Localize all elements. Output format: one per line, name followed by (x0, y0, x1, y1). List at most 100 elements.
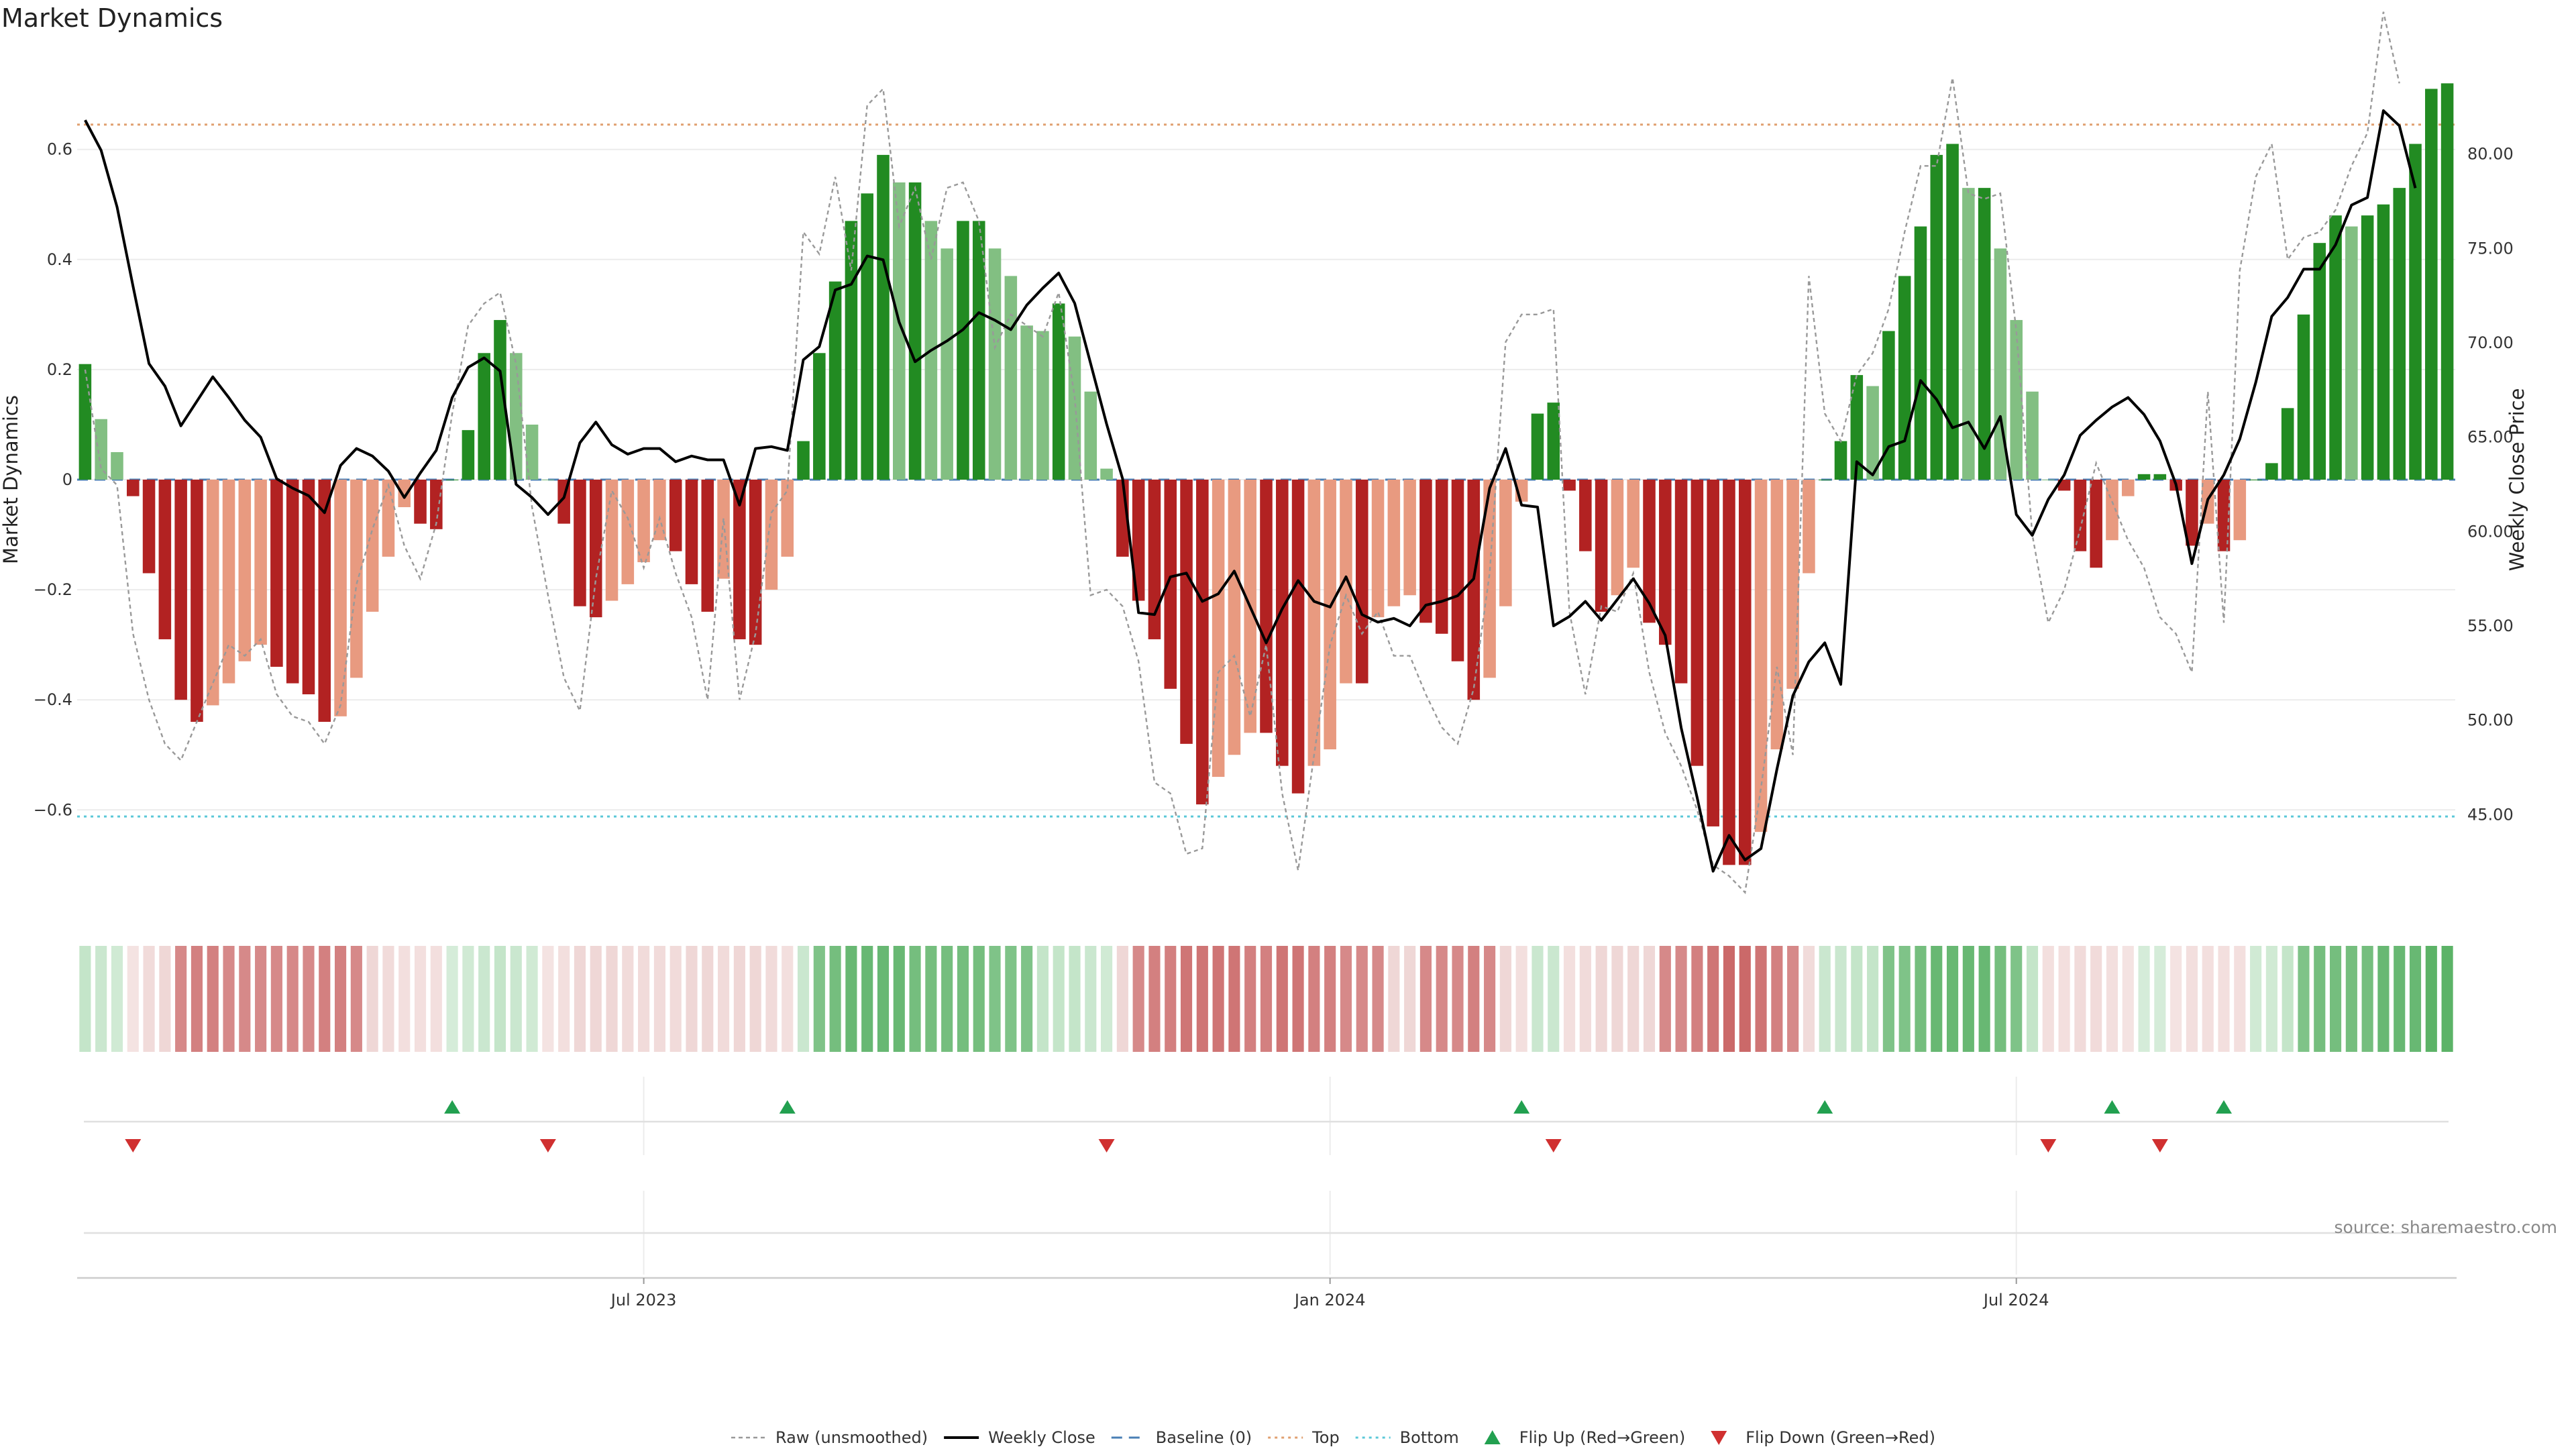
state-cell (175, 946, 187, 1052)
flip-up-marker (2104, 1100, 2121, 1114)
md-bar (781, 480, 794, 557)
md-bar (749, 480, 762, 645)
md-bar (1786, 480, 1799, 689)
state-cell (207, 946, 219, 1052)
md-bar (2329, 215, 2342, 480)
legend-item-top: Top (1268, 1428, 1340, 1447)
state-cell (2298, 946, 2310, 1052)
state-cell (909, 946, 921, 1052)
state-cell (1036, 946, 1049, 1052)
state-cell (1611, 946, 1623, 1052)
state-cell (1787, 946, 1799, 1052)
md-bar (2377, 204, 2390, 480)
state-cell (877, 946, 890, 1052)
state-cell (1419, 946, 1432, 1052)
md-bar (1850, 375, 1864, 480)
state-cell (2058, 946, 2070, 1052)
state-cell (1196, 946, 1208, 1052)
md-bar (797, 441, 810, 480)
legend-label: Flip Down (Green→Red) (1746, 1428, 1935, 1447)
legend-item-raw: Raw (unsmoothed) (731, 1428, 928, 1447)
flip-down-marker (539, 1139, 556, 1152)
md-bar (1291, 480, 1305, 794)
md-bar (1547, 402, 1560, 480)
state-cell (1739, 946, 1751, 1052)
state-cell (335, 946, 347, 1052)
md-bar (111, 451, 123, 480)
y-tick-right: 65.00 (2467, 428, 2514, 447)
axes-layer: 0.6 0.4 0.2 0 −0.2 −0.4 −0.6 80.00 75.00 70.00 65.… (34, 140, 2514, 824)
state-cell (239, 946, 251, 1052)
legend-label: Weekly Close (988, 1428, 1095, 1447)
state-cell (1436, 946, 1448, 1052)
state-cell (542, 946, 554, 1052)
md-bar (462, 430, 475, 480)
md-bar (1052, 303, 1065, 480)
state-cell (1675, 946, 1687, 1052)
flip-up-marker (444, 1100, 461, 1114)
md-bar (1403, 480, 1416, 596)
state-cell (2441, 946, 2453, 1052)
state-cell (430, 946, 442, 1052)
md-bar (861, 193, 873, 480)
state-cell (1132, 946, 1144, 1052)
state-cell (686, 946, 698, 1052)
state-cell (1978, 946, 1990, 1052)
state-cell (782, 946, 794, 1052)
md-bar (1004, 276, 1018, 480)
state-cell (2361, 946, 2373, 1052)
md-bar (2026, 391, 2039, 480)
state-cell (989, 946, 1001, 1052)
y-tick-left: 0.4 (47, 250, 72, 269)
state-cell (1962, 946, 1974, 1052)
md-bar (1132, 480, 1145, 601)
state-cell (223, 946, 235, 1052)
state-cell (270, 946, 282, 1052)
md-bar (1579, 480, 1592, 551)
md-bar (382, 480, 395, 557)
state-cell (1771, 946, 1783, 1052)
md-bar (1611, 480, 1624, 596)
state-cell (526, 946, 538, 1052)
state-cell (1595, 946, 1607, 1052)
state-cell (845, 946, 857, 1052)
state-cell (127, 946, 139, 1052)
md-bar (286, 480, 299, 684)
md-bar (1387, 480, 1401, 606)
state-cell (1563, 946, 1576, 1052)
md-bar (1803, 480, 1815, 574)
md-bar (2440, 83, 2454, 480)
state-cell (1643, 946, 1656, 1052)
state-cell (2218, 946, 2230, 1052)
state-cell (1228, 946, 1240, 1052)
md-bar (350, 480, 363, 678)
state-cell (2186, 946, 2198, 1052)
md-bar (972, 221, 985, 480)
md-bar (78, 364, 92, 480)
md-bar (525, 424, 539, 480)
md-bar (877, 154, 890, 480)
md-bar (621, 480, 635, 584)
state-cell (733, 946, 745, 1052)
bars-layer (78, 83, 2454, 865)
state-cell (718, 946, 730, 1052)
md-bar (2409, 144, 2422, 480)
md-bar (1866, 386, 1879, 480)
md-bar (1307, 480, 1321, 766)
md-bar (1020, 325, 1033, 480)
y-tick-left: −0.6 (34, 800, 72, 819)
state-cell (574, 946, 586, 1052)
state-cell (159, 946, 171, 1052)
state-cell (478, 946, 490, 1052)
state-cell (2329, 946, 2342, 1052)
md-bar (2297, 314, 2310, 480)
md-bar (1483, 480, 1496, 678)
state-cell (1835, 946, 1847, 1052)
lines-layer (84, 11, 2417, 894)
md-bar (1212, 480, 1225, 777)
state-cell (1180, 946, 1193, 1052)
md-bar (1260, 480, 1273, 733)
state-cell (1484, 946, 1496, 1052)
state-cell (1627, 946, 1640, 1052)
md-bar (957, 221, 969, 480)
